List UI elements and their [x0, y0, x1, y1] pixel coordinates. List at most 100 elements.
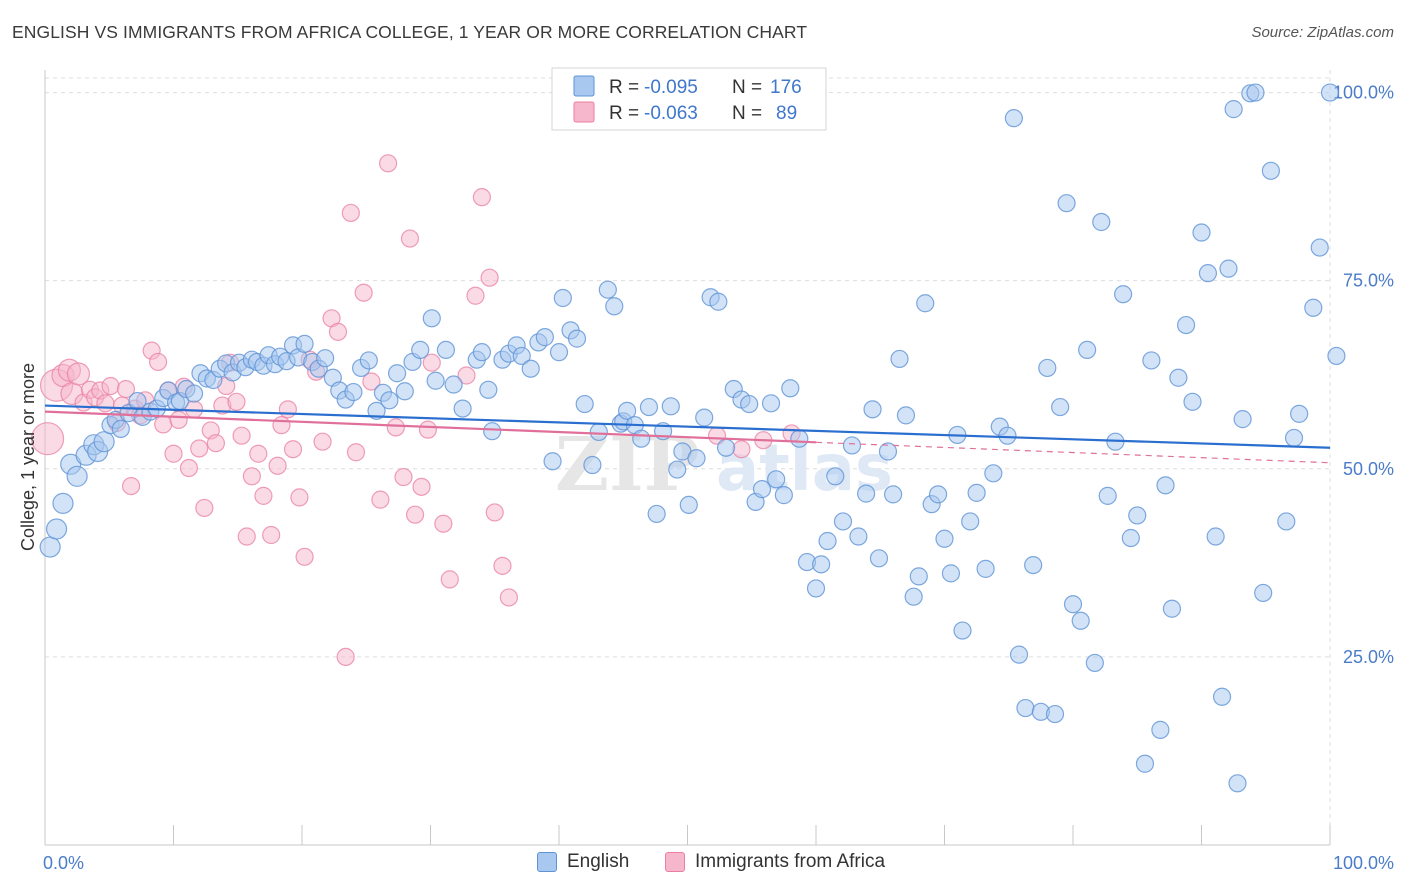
- legend-label-africa: Immigrants from Africa: [695, 851, 886, 872]
- point-immigrants-from-africa: [169, 410, 188, 429]
- point-english: [1192, 223, 1211, 242]
- point-english: [1057, 194, 1076, 213]
- point-immigrants-from-africa: [328, 322, 348, 341]
- point-english: [605, 297, 624, 316]
- point-english: [1169, 368, 1188, 387]
- point-english: [984, 464, 1003, 483]
- point-english: [426, 371, 445, 390]
- point-english: [1284, 428, 1304, 448]
- point-immigrants-from-africa: [378, 154, 398, 173]
- point-english: [549, 343, 569, 362]
- point-immigrants-from-africa: [30, 422, 65, 456]
- point-english: [39, 536, 61, 558]
- point-english: [422, 309, 441, 328]
- point-immigrants-from-africa: [190, 439, 209, 458]
- point-immigrants-from-africa: [405, 505, 425, 524]
- point-english: [444, 375, 463, 394]
- point-english: [45, 518, 68, 540]
- point-english: [567, 329, 587, 348]
- point-immigrants-from-africa: [283, 440, 303, 459]
- point-english: [1246, 83, 1265, 102]
- point-english: [436, 340, 456, 360]
- stats-r-label-english: R =: [609, 77, 639, 98]
- point-immigrants-from-africa: [493, 556, 512, 575]
- point-immigrants-from-africa: [179, 458, 199, 478]
- point-english: [1290, 404, 1309, 423]
- point-immigrants-from-africa: [154, 415, 173, 434]
- stats-legend-box: [551, 67, 827, 131]
- point-immigrants-from-africa: [164, 444, 183, 463]
- point-english: [647, 504, 666, 524]
- point-english: [1004, 109, 1023, 128]
- point-english: [1277, 512, 1296, 531]
- point-english: [1135, 754, 1155, 773]
- point-immigrants-from-africa: [422, 353, 441, 372]
- point-immigrants-from-africa: [371, 490, 390, 509]
- point-english: [916, 294, 935, 313]
- point-english: [896, 406, 916, 425]
- point-immigrants-from-africa: [346, 443, 366, 462]
- x-tick-label-start: 0.0%: [43, 853, 84, 873]
- point-english: [890, 349, 909, 369]
- stats-n-label-english: N =: [732, 77, 762, 98]
- stats-legend: R = -0.095 N = 176 R = -0.063 N = 89: [551, 67, 827, 131]
- point-immigrants-from-africa: [354, 283, 373, 302]
- point-english: [1183, 392, 1202, 411]
- point-english: [344, 382, 363, 402]
- x-tick-label-end: 100.0%: [1333, 853, 1394, 873]
- point-english: [849, 527, 868, 546]
- trend-line-africa-solid: [44, 410, 817, 444]
- y-tick-label: 50.0%: [1343, 459, 1394, 479]
- point-english: [472, 343, 491, 362]
- point-english: [967, 483, 986, 502]
- point-english: [781, 379, 800, 398]
- point-english: [1320, 83, 1340, 102]
- point-english: [535, 328, 554, 347]
- trend-line-english: [44, 404, 1331, 449]
- point-immigrants-from-africa: [440, 570, 459, 589]
- stats-r-value-english: -0.095: [644, 77, 698, 98]
- point-english: [1142, 351, 1161, 370]
- legend-item-africa[interactable]: Immigrants from Africa: [665, 851, 885, 873]
- point-english: [1304, 298, 1323, 317]
- point-english: [52, 492, 74, 514]
- trend-lines: [44, 404, 1331, 464]
- stats-n-value-africa: 89: [776, 103, 797, 124]
- point-immigrants-from-africa: [227, 392, 246, 411]
- point-english: [909, 567, 928, 586]
- point-english: [575, 394, 594, 414]
- point-english: [1261, 161, 1280, 180]
- point-english: [1063, 595, 1083, 614]
- source-credit: Source: ZipAtlas.com: [1251, 24, 1394, 41]
- point-immigrants-from-africa: [341, 203, 360, 223]
- point-english: [1016, 698, 1035, 718]
- point-english: [380, 391, 399, 410]
- point-english: [709, 292, 728, 311]
- point-english: [806, 579, 826, 598]
- point-english: [679, 495, 698, 515]
- point-english: [553, 288, 572, 308]
- legend-item-english[interactable]: English: [537, 851, 629, 873]
- y-tick-label: 25.0%: [1343, 647, 1394, 667]
- point-immigrants-from-africa: [242, 467, 261, 486]
- point-immigrants-from-africa: [295, 547, 314, 566]
- point-english: [316, 349, 335, 368]
- point-immigrants-from-africa: [480, 268, 499, 287]
- point-english: [953, 621, 972, 640]
- point-immigrants-from-africa: [313, 432, 332, 451]
- point-english: [632, 429, 651, 448]
- point-immigrants-from-africa: [418, 420, 438, 439]
- point-english: [1327, 346, 1346, 366]
- point-english: [1219, 259, 1238, 278]
- point-immigrants-from-africa: [249, 444, 268, 463]
- point-english: [716, 438, 736, 457]
- tick-labels: 25.0% 50.0% 75.0% 100.0% 0.0% 100.0%: [43, 83, 1394, 873]
- point-english: [998, 426, 1017, 445]
- point-english: [618, 401, 637, 420]
- point-english: [1121, 528, 1140, 548]
- point-english: [1233, 410, 1252, 429]
- point-english: [639, 397, 659, 417]
- point-english: [774, 486, 793, 505]
- point-english: [767, 470, 786, 489]
- point-english: [833, 512, 853, 531]
